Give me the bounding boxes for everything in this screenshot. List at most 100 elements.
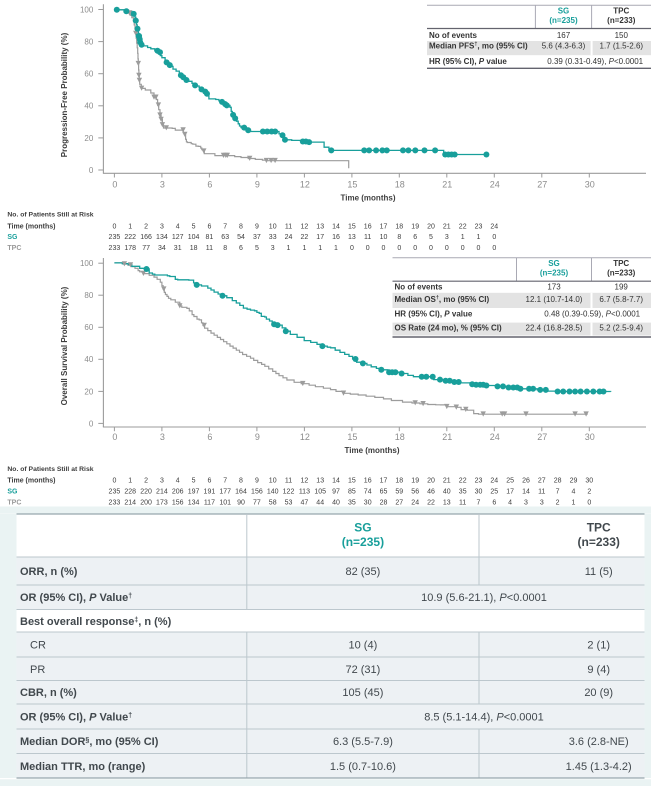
svg-text:80: 80 <box>84 291 93 300</box>
svg-text:15: 15 <box>347 432 357 442</box>
svg-text:Median PFS†, mo (95% CI): Median PFS†, mo (95% CI) <box>429 42 528 51</box>
svg-text:4: 4 <box>176 224 180 231</box>
svg-text:0: 0 <box>492 234 496 241</box>
svg-text:13: 13 <box>443 500 451 507</box>
svg-text:15: 15 <box>348 224 356 231</box>
svg-text:22.4 (16.8-28.5): 22.4 (16.8-28.5) <box>526 324 583 333</box>
svg-text:No. of Patients Still at Risk: No. of Patients Still at Risk <box>7 212 93 219</box>
svg-text:Progression-Free Probability (: Progression-Free Probability (%) <box>60 32 69 157</box>
svg-text:127: 127 <box>172 234 184 241</box>
svg-text:6: 6 <box>207 224 211 231</box>
svg-text:20: 20 <box>427 478 435 485</box>
svg-text:18: 18 <box>395 224 403 231</box>
svg-text:7: 7 <box>223 478 227 485</box>
svg-text:56: 56 <box>411 489 419 496</box>
svg-text:1: 1 <box>302 245 306 252</box>
svg-text:SG: SG <box>7 489 18 496</box>
svg-text:1.5 (0.7-10.6): 1.5 (0.7-10.6) <box>330 761 396 773</box>
svg-text:30: 30 <box>585 478 593 485</box>
svg-text:6: 6 <box>207 432 212 442</box>
svg-text:21: 21 <box>442 432 452 442</box>
svg-text:3: 3 <box>524 500 528 507</box>
svg-text:6.7 (5.8-7.7): 6.7 (5.8-7.7) <box>599 295 643 304</box>
svg-text:14: 14 <box>522 489 530 496</box>
svg-text:1: 1 <box>572 500 576 507</box>
svg-text:197: 197 <box>188 489 200 496</box>
svg-text:10: 10 <box>269 224 277 231</box>
svg-text:CR: CR <box>30 640 46 652</box>
svg-text:0.39 (0.31-0.49), P<0.0001: 0.39 (0.31-0.49), P<0.0001 <box>547 57 643 66</box>
svg-text:Median TTR, mo (range): Median TTR, mo (range) <box>20 761 146 773</box>
svg-text:12: 12 <box>301 224 309 231</box>
svg-text:228: 228 <box>124 489 136 496</box>
svg-text:3: 3 <box>540 500 544 507</box>
svg-text:3: 3 <box>445 234 449 241</box>
svg-text:10: 10 <box>380 234 388 241</box>
svg-text:3: 3 <box>160 432 165 442</box>
svg-text:6: 6 <box>207 478 211 485</box>
svg-text:8: 8 <box>223 245 227 252</box>
svg-text:2 (1): 2 (1) <box>587 640 610 652</box>
svg-text:113: 113 <box>299 489 310 496</box>
svg-text:0: 0 <box>461 245 465 252</box>
svg-text:0: 0 <box>477 245 481 252</box>
svg-text:7: 7 <box>223 224 227 231</box>
svg-text:22: 22 <box>301 234 309 241</box>
svg-text:53: 53 <box>285 500 293 507</box>
svg-text:0: 0 <box>89 419 94 428</box>
svg-text:5: 5 <box>255 245 259 252</box>
svg-text:0: 0 <box>397 245 401 252</box>
svg-text:34: 34 <box>158 245 166 252</box>
svg-text:13: 13 <box>316 224 324 231</box>
svg-text:28: 28 <box>554 478 562 485</box>
svg-text:19: 19 <box>411 224 419 231</box>
svg-text:200: 200 <box>140 500 152 507</box>
svg-text:12: 12 <box>301 478 309 485</box>
svg-text:206: 206 <box>172 489 184 496</box>
svg-text:122: 122 <box>283 489 295 496</box>
svg-text:30: 30 <box>585 432 595 442</box>
svg-text:0.48 (0.39-0.59), P<0.0001: 0.48 (0.39-0.59), P<0.0001 <box>544 310 640 319</box>
svg-text:27: 27 <box>537 432 547 442</box>
svg-text:63: 63 <box>221 234 229 241</box>
svg-text:222: 222 <box>124 234 136 241</box>
svg-text:1: 1 <box>461 234 465 241</box>
svg-text:2: 2 <box>144 478 148 485</box>
svg-text:1: 1 <box>477 234 481 241</box>
svg-text:(n=235): (n=235) <box>540 269 569 278</box>
svg-text:SG: SG <box>558 6 570 15</box>
svg-text:2: 2 <box>144 224 148 231</box>
svg-text:27: 27 <box>538 478 546 485</box>
svg-text:18: 18 <box>395 478 403 485</box>
svg-text:8: 8 <box>239 224 243 231</box>
svg-text:19: 19 <box>411 478 419 485</box>
svg-text:17: 17 <box>506 489 514 496</box>
svg-text:214: 214 <box>156 489 168 496</box>
svg-text:7: 7 <box>477 500 481 507</box>
svg-text:60: 60 <box>84 70 93 79</box>
svg-text:0: 0 <box>492 245 496 252</box>
svg-text:9: 9 <box>255 180 260 190</box>
svg-text:105 (45): 105 (45) <box>342 687 383 699</box>
svg-text:80: 80 <box>84 38 93 47</box>
svg-text:TPC: TPC <box>587 521 611 535</box>
svg-text:177: 177 <box>219 489 231 496</box>
svg-text:11: 11 <box>364 234 371 241</box>
svg-text:7: 7 <box>556 489 560 496</box>
svg-text:10 (4): 10 (4) <box>349 640 378 652</box>
svg-text:8.5 (5.1-14.4), P<0.0001: 8.5 (5.1-14.4), P<0.0001 <box>424 712 544 724</box>
svg-text:10.9 (5.6-21.1), P<0.0001: 10.9 (5.6-21.1), P<0.0001 <box>421 592 547 604</box>
svg-text:12: 12 <box>300 432 310 442</box>
svg-text:HR (95% CI), P value: HR (95% CI), P value <box>395 310 473 319</box>
svg-text:104: 104 <box>188 234 200 241</box>
svg-text:18: 18 <box>395 432 405 442</box>
svg-text:11: 11 <box>538 489 545 496</box>
svg-text:235: 235 <box>109 489 121 496</box>
svg-text:1: 1 <box>128 224 132 231</box>
svg-text:HR (95% CI), P value: HR (95% CI), P value <box>429 57 507 66</box>
svg-text:1: 1 <box>128 478 132 485</box>
svg-text:11 (5): 11 (5) <box>585 566 613 578</box>
svg-text:11: 11 <box>206 245 213 252</box>
svg-text:TPC: TPC <box>7 500 21 507</box>
svg-text:30: 30 <box>475 489 483 496</box>
